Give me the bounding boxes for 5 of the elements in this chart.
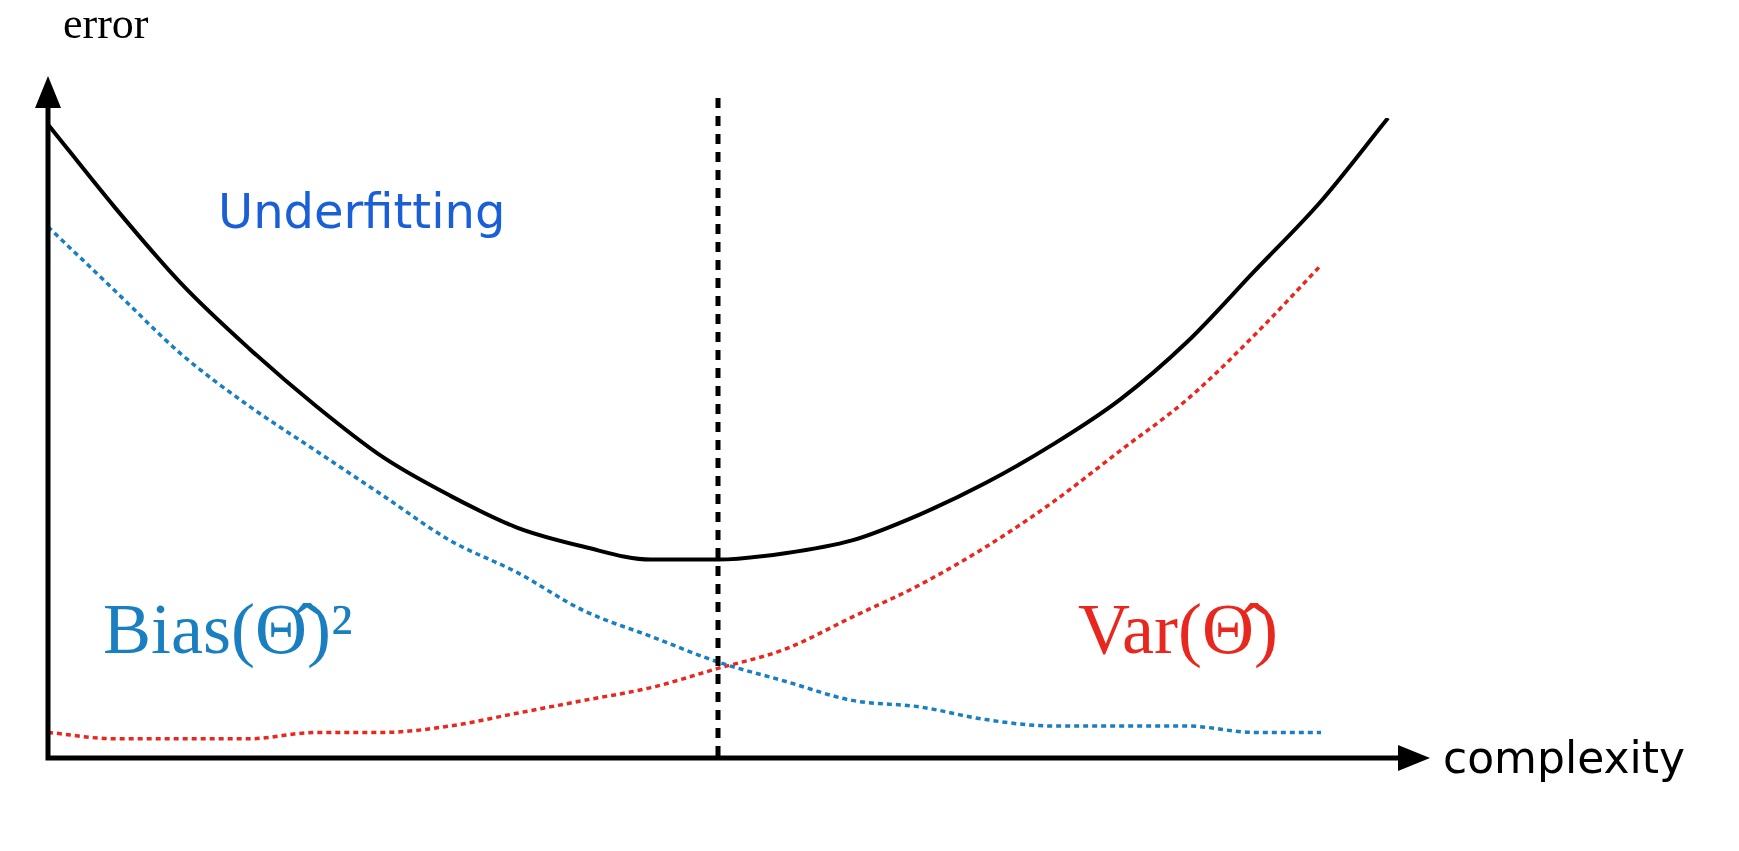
series-label: Var(Θ̂) xyxy=(1078,589,1278,669)
y-axis-title: error xyxy=(63,0,149,48)
series-label: Bias(Θ̂)² xyxy=(103,589,353,669)
x-axis-title: complexity xyxy=(1443,732,1685,783)
annotation: Underfitting xyxy=(218,183,506,239)
